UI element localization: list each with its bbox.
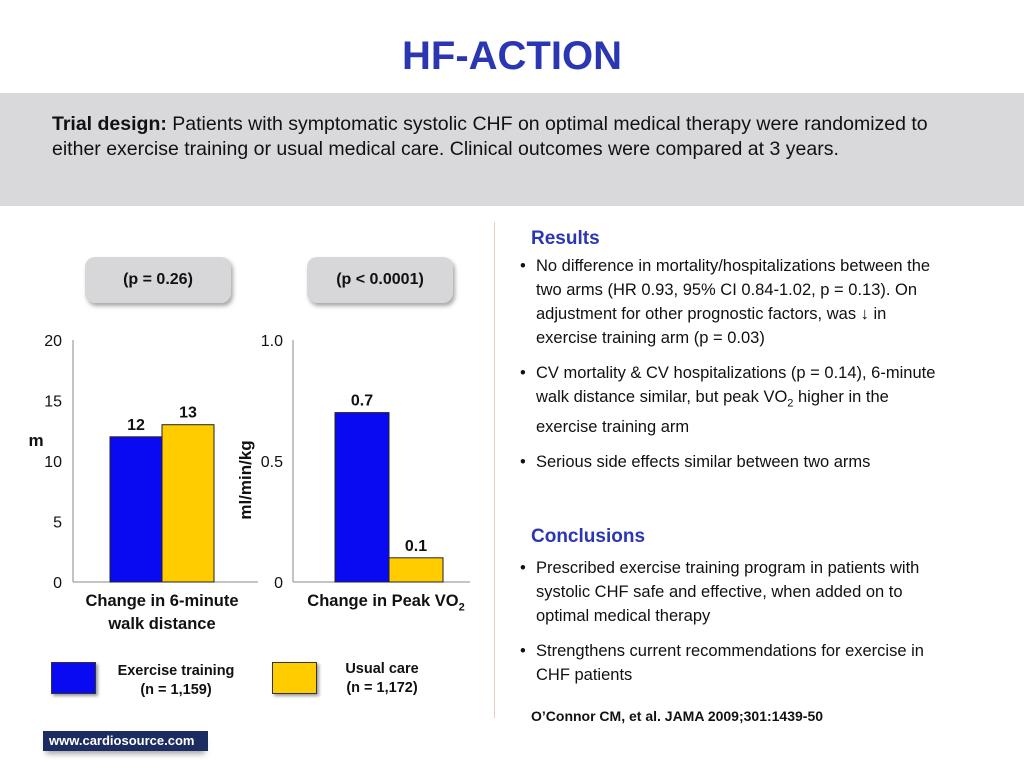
vo2-y-tick-label: 0.5 <box>261 454 283 471</box>
walk-y-tick-label: 15 <box>44 394 62 411</box>
legend-label-usual: Usual care (n = 1,172) <box>318 660 446 698</box>
vo2-bar-value-label: 0.7 <box>351 393 373 410</box>
walk-bar-exercise <box>109 436 163 583</box>
walk-y-tick-label: 5 <box>53 515 62 532</box>
results-list: No difference in mortality/hospitalizati… <box>520 254 950 485</box>
vo2-chart-xlabel-main: Change in Peak VO <box>307 592 459 610</box>
legend-swatch-exercise <box>51 662 96 694</box>
legend-swatch-usual <box>272 662 317 694</box>
vo2-chart-xlabel: Change in Peak VO2 <box>276 590 496 619</box>
trial-design-text: Trial design: Patients with symptomatic … <box>52 112 962 162</box>
vo2-bar-usual <box>388 557 444 583</box>
walk-y-tick-label: 10 <box>44 454 62 471</box>
legend-usual-line2: (n = 1,172) <box>346 680 418 696</box>
conclusions-list: Prescribed exercise training program in … <box>520 556 950 698</box>
results-item-2-post: higher in the exercise training arm <box>536 388 889 437</box>
walk-y-tick-label: 0 <box>53 575 62 592</box>
walk-chart-xlabel-line2: walk distance <box>108 615 216 633</box>
peak-vo2-chart: 0 0.5 1.0 ml/min/kg 0.7 0.1 <box>236 333 470 592</box>
walk-chart-xlabel-line1: Change in 6-minute <box>85 592 239 610</box>
results-item: Serious side effects similar between two… <box>520 450 950 474</box>
walk-bar-value-label: 13 <box>179 405 197 422</box>
walk-distance-chart: 0 5 10 15 20 m 12 13 <box>28 333 258 592</box>
results-item-2-sub: 2 <box>787 397 794 410</box>
walk-bar-usual <box>161 424 215 583</box>
vo2-bar-value-label: 0.1 <box>405 538 427 555</box>
citation: O’Connor CM, et al. JAMA 2009;301:1439-5… <box>531 708 824 724</box>
column-divider <box>494 222 495 718</box>
results-item-2-pre: CV mortality & CV hospitalizations (p = … <box>536 364 936 406</box>
vo2-bar-exercise <box>334 412 390 583</box>
trial-design-body: Patients with symptomatic systolic CHF o… <box>52 113 928 160</box>
website-banner: www.cardiosource.com <box>43 731 208 751</box>
bar-charts: 0 5 10 15 20 m 12 13 0 0.5 1.0 ml/min/kg 0.7 0.1 <box>28 333 470 592</box>
legend-usual-line1: Usual care <box>345 661 419 677</box>
slide-title: HF-ACTION <box>402 34 622 78</box>
legend-exercise-line2: (n = 1,159) <box>140 682 212 698</box>
trial-design-label: Trial design: <box>52 113 167 135</box>
vo2-y-tick-label: 1.0 <box>261 333 283 350</box>
conclusions-heading: Conclusions <box>531 526 646 547</box>
walk-chart-xlabel: Change in 6-minute walk distance <box>62 590 262 636</box>
legend-label-exercise: Exercise training (n = 1,159) <box>96 662 256 700</box>
walk-bar-value-label: 12 <box>127 417 145 434</box>
results-item: No difference in mortality/hospitalizati… <box>520 254 950 350</box>
vo2-y-tick-label: 0 <box>274 575 283 592</box>
vo2-chart-xlabel-sub: 2 <box>458 601 465 614</box>
pvalue-badge-vo2: (p < 0.0001) <box>307 257 453 303</box>
walk-y-tick-label: 20 <box>44 333 62 350</box>
conclusions-item: Prescribed exercise training program in … <box>520 556 950 628</box>
legend-exercise-line1: Exercise training <box>117 663 235 679</box>
results-item: CV mortality & CV hospitalizations (p = … <box>520 361 950 439</box>
trial-design-panel: Trial design: Patients with symptomatic … <box>0 93 1024 206</box>
pvalue-badge-walk: (p = 0.26) <box>85 257 231 303</box>
vo2-y-axis-label: ml/min/kg <box>236 440 255 519</box>
conclusions-item: Strengthens current recommendations for … <box>520 639 950 687</box>
walk-y-axis-label: m <box>28 431 43 450</box>
results-heading: Results <box>531 228 600 249</box>
